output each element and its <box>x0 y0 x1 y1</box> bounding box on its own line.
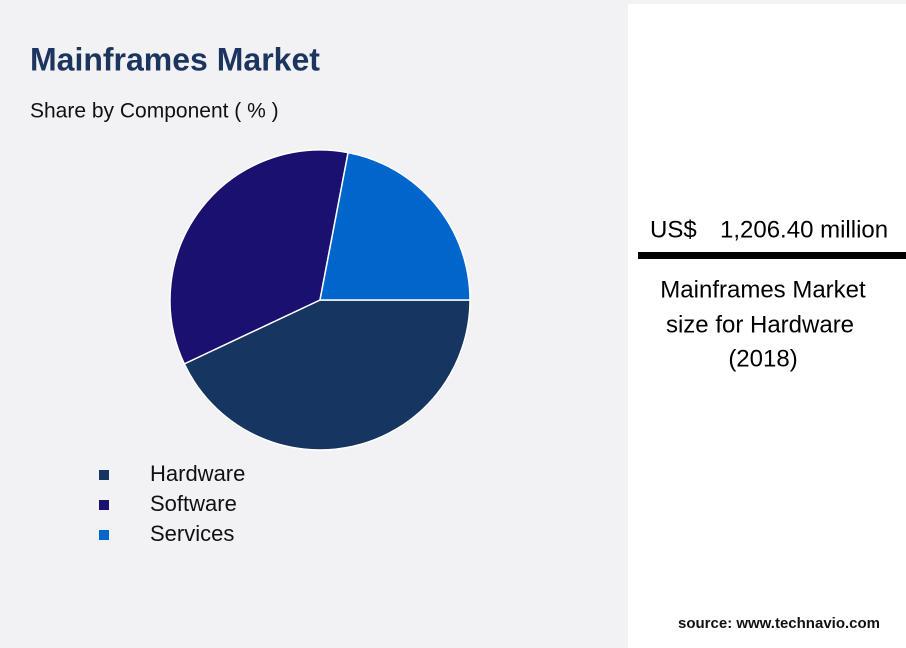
callout-caption: size for Hardware <box>666 311 854 338</box>
legend-label: Software <box>150 491 237 516</box>
callout-caption: (2018) <box>728 345 797 372</box>
legend-swatch <box>99 500 109 510</box>
callout-caption: Mainframes Market <box>660 276 866 303</box>
chart-subtitle: Share by Component ( % ) <box>30 100 279 123</box>
callout-rule <box>638 252 906 259</box>
pie-slice <box>169 149 349 365</box>
legend-label: Hardware <box>150 461 245 486</box>
legend-swatch <box>99 470 109 480</box>
source: source: www.technavio.com <box>678 615 880 632</box>
chart-title: Mainframes Market <box>30 41 320 77</box>
legend-label: Services <box>150 521 234 546</box>
pie-slice <box>183 299 471 451</box>
callout-panel <box>628 4 906 648</box>
callout-amount: 1,206.40 million <box>720 216 888 243</box>
callout-currency: US$ <box>650 216 697 243</box>
pie-slice <box>319 151 471 301</box>
legend-swatch <box>99 530 109 540</box>
